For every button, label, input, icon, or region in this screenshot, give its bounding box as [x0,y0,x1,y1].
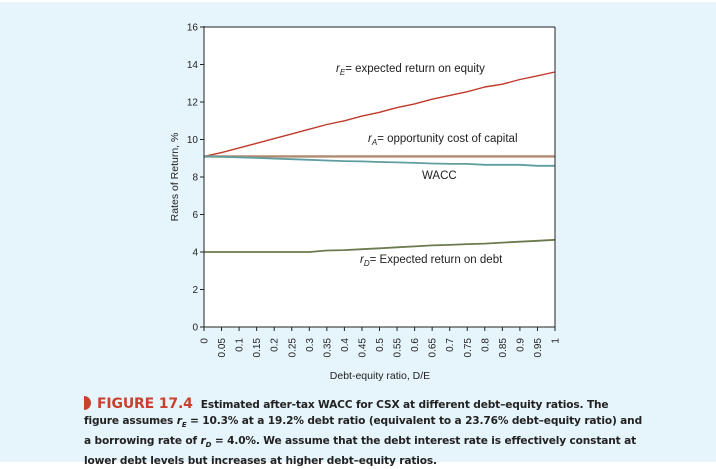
y-tick-label: 2 [192,285,198,296]
annotation-ra: rA= opportunity cost of capital [368,133,518,147]
x-tick-label: 0.8 [480,338,491,352]
caption-sub-2: D [205,441,212,450]
y-tick-label: 4 [192,248,198,259]
annotation-re-symbol: r [336,63,341,75]
x-tick-label: 0.7 [445,338,456,352]
annotation-rd-text: = Expected return on debt [370,254,503,266]
y-tick-label: 6 [192,210,198,221]
x-tick-label: 0.6 [410,338,421,352]
y-axis-title: Rates of Return, % [169,133,181,222]
wacc-chart: 0 2 4 6 8 10 12 14 16 0 0.05 0.1 0.15 0.2 0.25 0.3 0.35… [169,23,562,383]
series-line-wacc [203,155,555,167]
y-tick-label: 12 [187,98,199,109]
y-tick-label: 14 [187,60,199,71]
x-tick-label: 0.85 [498,338,509,358]
x-tick-label: 0.5 [375,338,386,352]
annotation-rd-sub: D [364,259,370,268]
annotation-re-sub: E [340,68,346,77]
x-ticks: 0 0.05 0.1 0.15 0.2 0.25 0.3 0.35 0.4 0.45 0.5 0.55… [200,327,562,357]
x-tick-label: 0.25 [287,338,298,358]
x-tick-label: 0.45 [357,338,368,358]
x-tick-label: 0.9 [515,338,526,352]
series-layer [203,71,556,253]
x-tick-label: 0.05 [217,338,228,358]
x-tick-label: 0.3 [305,338,316,352]
caption-text-2: = 10.3% at a 19.2% debt ratio (equivalen… [84,415,643,448]
annotation-ra-sub: A [371,138,377,147]
x-tick-label: 0.55 [393,338,404,358]
x-tick-label: 0.35 [322,338,333,358]
x-tick-label: 0.4 [340,338,351,352]
x-tick-label: 0.2 [270,338,281,352]
series-line-rd [204,238,556,253]
x-tick-label: 0.1 [235,338,246,352]
figure-marker-icon [84,396,91,410]
x-tick-label: 0 [200,338,211,344]
x-tick-label: 0.65 [428,338,439,358]
series-line-re [203,71,556,158]
x-tick-label: 1 [551,338,562,344]
caption-sub-1: E [181,421,187,430]
x-axis-title: Debt-equity ratio, D/E [330,370,430,382]
y-tick-label: 0 [192,323,198,334]
annotation-ra-text: = opportunity cost of capital [377,133,517,145]
plot-area [204,27,555,327]
caption-text-3: = 4.0%. We assume that the debt interest… [84,435,637,468]
annotation-rd-symbol: r [360,254,365,266]
x-tick-label: 0.95 [533,338,544,358]
annotation-re-text: = expected return on equity [345,63,485,75]
x-tick-label: 0.75 [463,338,474,358]
y-tick-label: 8 [192,173,198,184]
caption-text-1: Estimated after-tax WACC for CSX at diff… [84,399,609,427]
y-tick-label: 16 [187,23,199,34]
annotation-rd: rD= Expected return on debt [360,254,503,268]
y-ticks: 0 2 4 6 8 10 12 14 16 [187,23,204,334]
x-tick-label: 0.15 [252,338,263,358]
annotation-wacc: WACC [422,170,457,182]
caption-symbol-2: r [200,435,206,448]
figure-caption: FIGURE 17.4 Estimated after-tax WACC for … [84,396,644,469]
y-tick-label: 10 [187,135,199,146]
caption-symbol-1: r [176,415,182,427]
annotation-re: rE= expected return on equity [336,63,485,77]
annotation-ra-symbol: r [368,133,373,145]
figure-number: FIGURE 17.4 [97,396,193,412]
